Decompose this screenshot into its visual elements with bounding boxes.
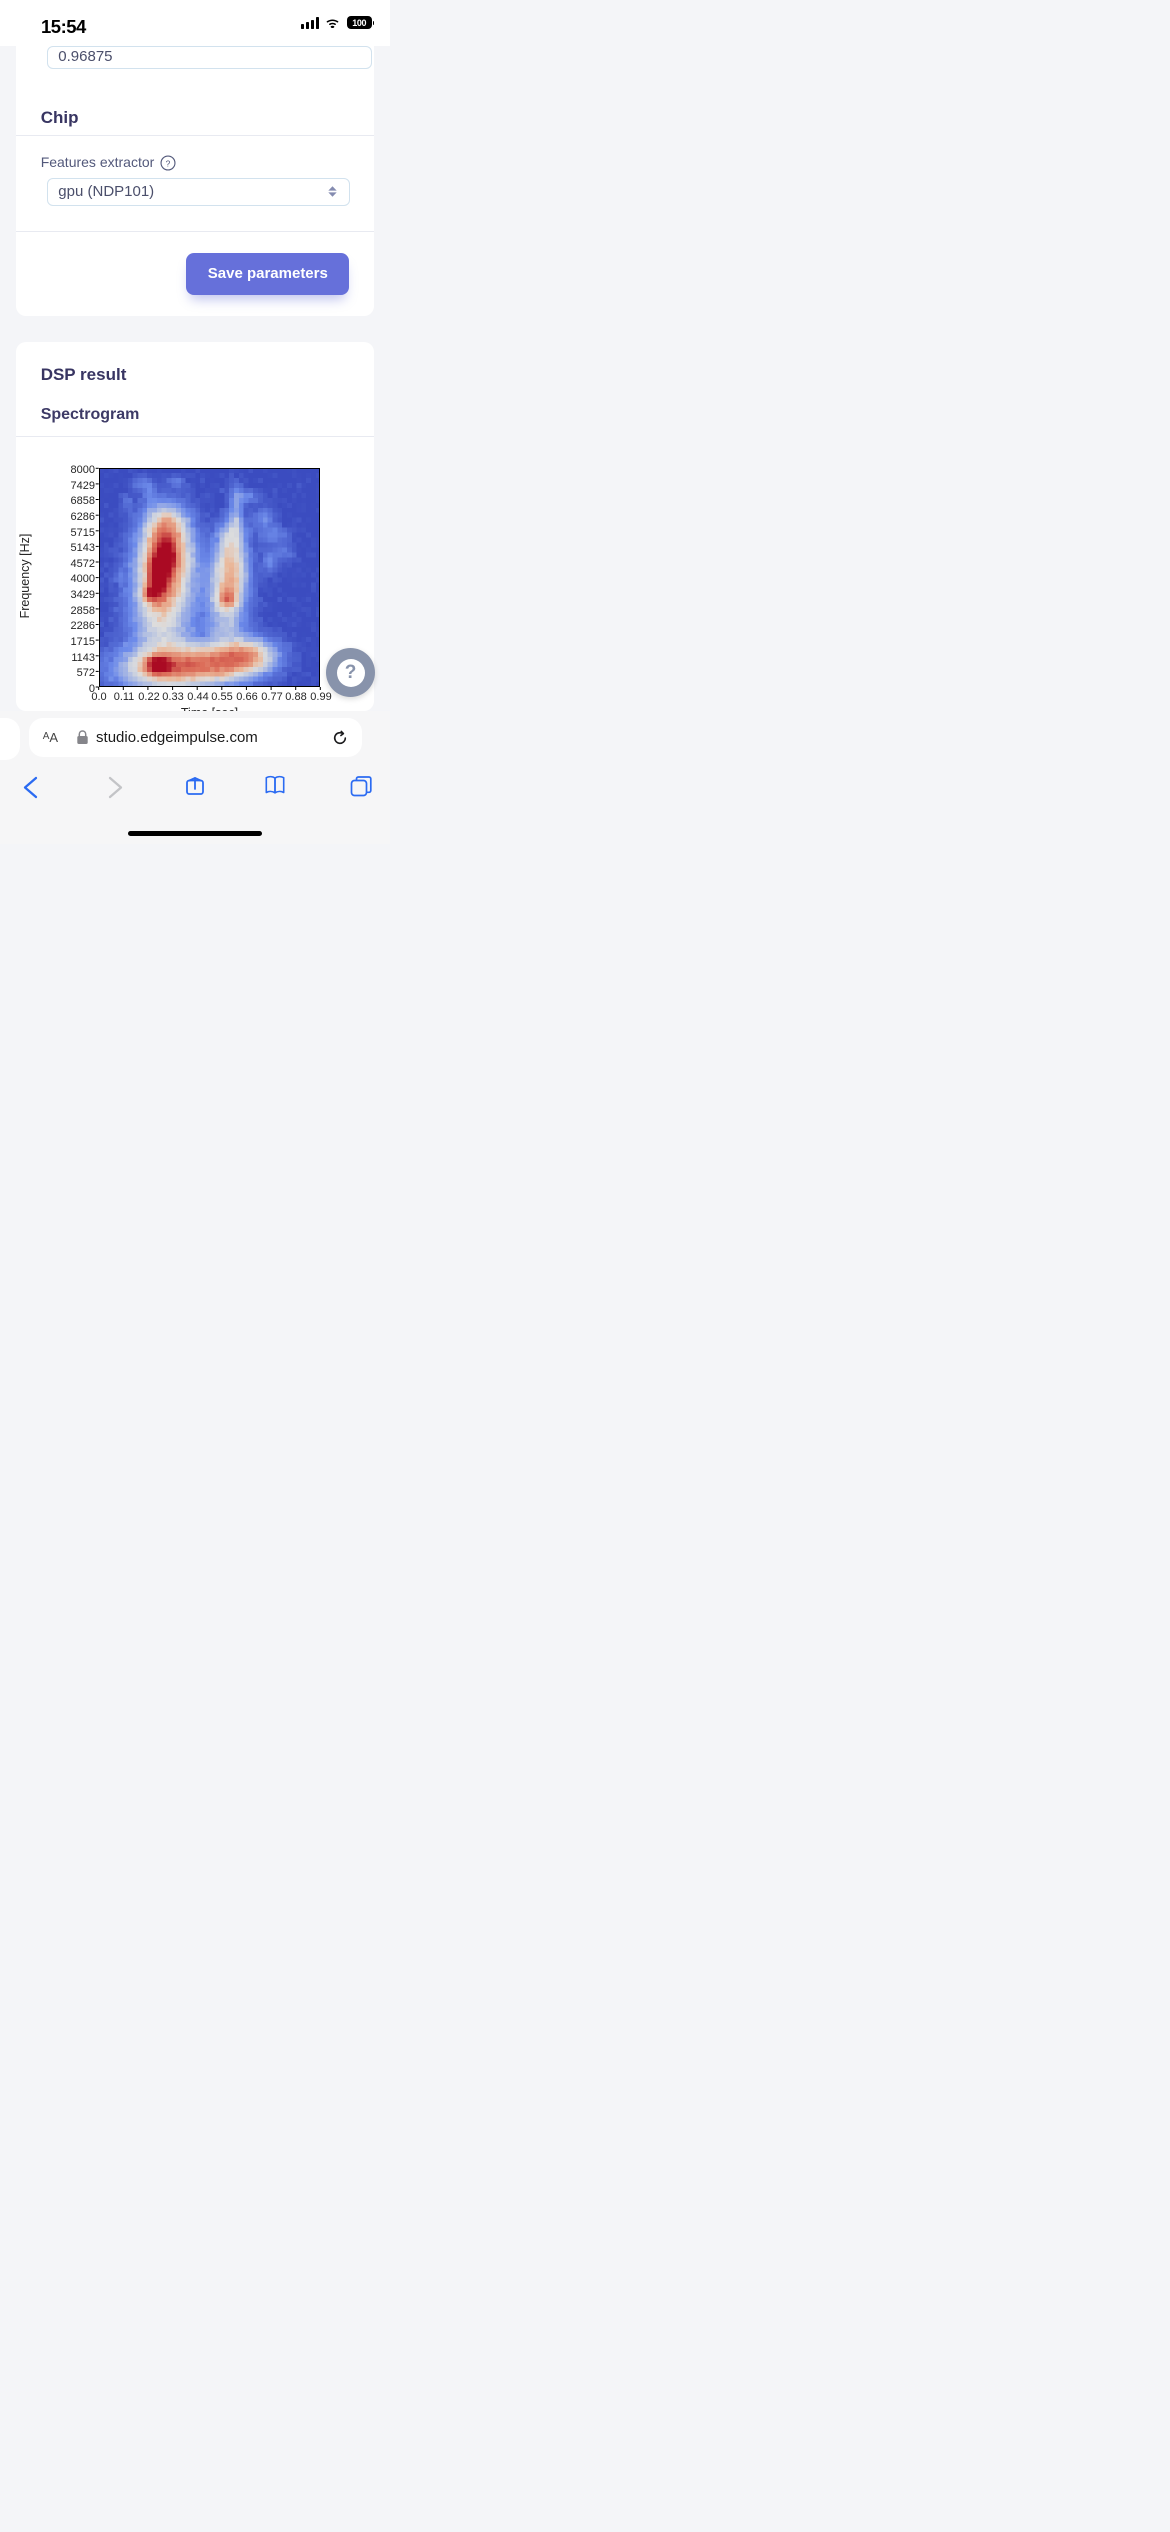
svg-text:?: ?	[166, 158, 171, 168]
